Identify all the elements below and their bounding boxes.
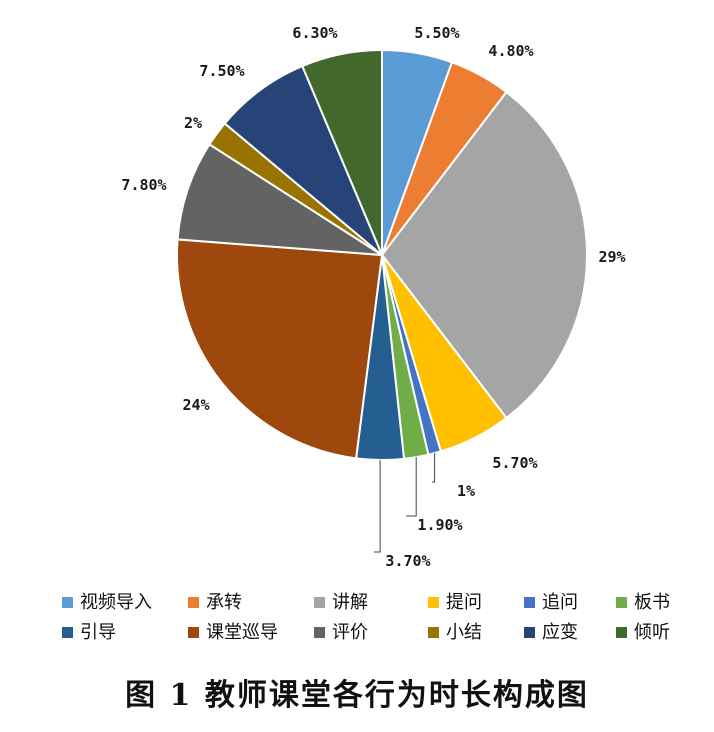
legend-swatch-8: [188, 627, 199, 638]
legend-swatch-9: [314, 627, 325, 638]
data-label-1: 5.50%: [414, 24, 459, 42]
data-label-10: 2%: [184, 114, 202, 132]
pie-slice-12: [301, 48, 383, 256]
legend-label-2: 承转: [206, 592, 242, 613]
legend-swatch-4: [428, 597, 439, 608]
leader-line-6: [406, 457, 417, 517]
pie-slice-11: [223, 64, 383, 256]
legend-label-1: 视频导入: [80, 592, 152, 613]
legend-label-6: 板书: [634, 592, 670, 613]
data-labels: 5.50% 4.80% 29% 5.70% 1% 1.90% 3.70% 24% 7.80% 2%…: [121, 24, 625, 570]
pie-slice-9: [176, 142, 383, 256]
legend-swatch-3: [314, 597, 325, 608]
legend-swatch-6: [616, 597, 627, 608]
legend-label-3: 讲解: [332, 592, 368, 613]
legend-swatch-5: [524, 597, 535, 608]
legend-swatch-11: [524, 627, 535, 638]
data-label-6: 1.90%: [417, 516, 462, 534]
legend-swatch-1: [62, 597, 73, 608]
leader-line-7: [374, 460, 381, 553]
legend-label-4: 提问: [446, 592, 482, 613]
data-label-8: 24%: [182, 396, 209, 414]
pie-slice-3: [380, 90, 588, 420]
data-label-3: 29%: [598, 248, 625, 266]
data-label-7: 3.70%: [385, 552, 430, 570]
legend-label-9: 评价: [332, 622, 368, 643]
data-label-12: 6.30%: [292, 24, 337, 42]
legend-label-11: 应变: [542, 622, 578, 643]
data-label-9: 7.80%: [121, 176, 166, 194]
pie-slices: [176, 48, 588, 461]
legend-swatch-10: [428, 627, 439, 638]
legend-label-12: 倾听: [634, 622, 670, 643]
data-label-2: 4.80%: [488, 42, 533, 60]
data-label-5: 1%: [457, 482, 475, 500]
legend-swatch-12: [616, 627, 627, 638]
legend-label-10: 小结: [446, 622, 482, 643]
figure-caption: 图 1 教师课堂各行为时长构成图: [125, 678, 589, 713]
pie-slice-8: [176, 238, 384, 460]
legend-label-8: 课堂巡导: [206, 622, 278, 643]
legend-label-7: 引导: [80, 622, 116, 643]
legend-swatch-2: [188, 597, 199, 608]
data-label-11: 7.50%: [199, 62, 244, 80]
leader-lines: [374, 453, 436, 553]
legend-label-5: 追问: [542, 592, 578, 613]
leader-line-5: [432, 453, 436, 483]
legend-swatch-7: [62, 627, 73, 638]
data-label-4: 5.70%: [492, 454, 537, 472]
